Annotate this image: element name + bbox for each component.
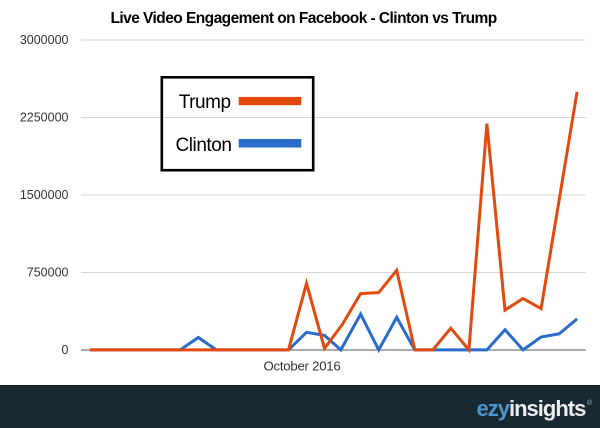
svg-text:1500000: 1500000	[20, 188, 69, 202]
svg-text:3000000: 3000000	[20, 33, 69, 47]
svg-text:Clinton: Clinton	[176, 135, 232, 156]
svg-text:750000: 750000	[27, 265, 69, 279]
svg-text:0: 0	[62, 343, 69, 357]
svg-text:Trump: Trump	[179, 92, 231, 113]
svg-text:2250000: 2250000	[20, 111, 69, 125]
svg-text:Live Video Engagement on Faceb: Live Video Engagement on Facebook - Clin…	[110, 10, 496, 27]
svg-text:October 2016: October 2016	[264, 358, 341, 373]
